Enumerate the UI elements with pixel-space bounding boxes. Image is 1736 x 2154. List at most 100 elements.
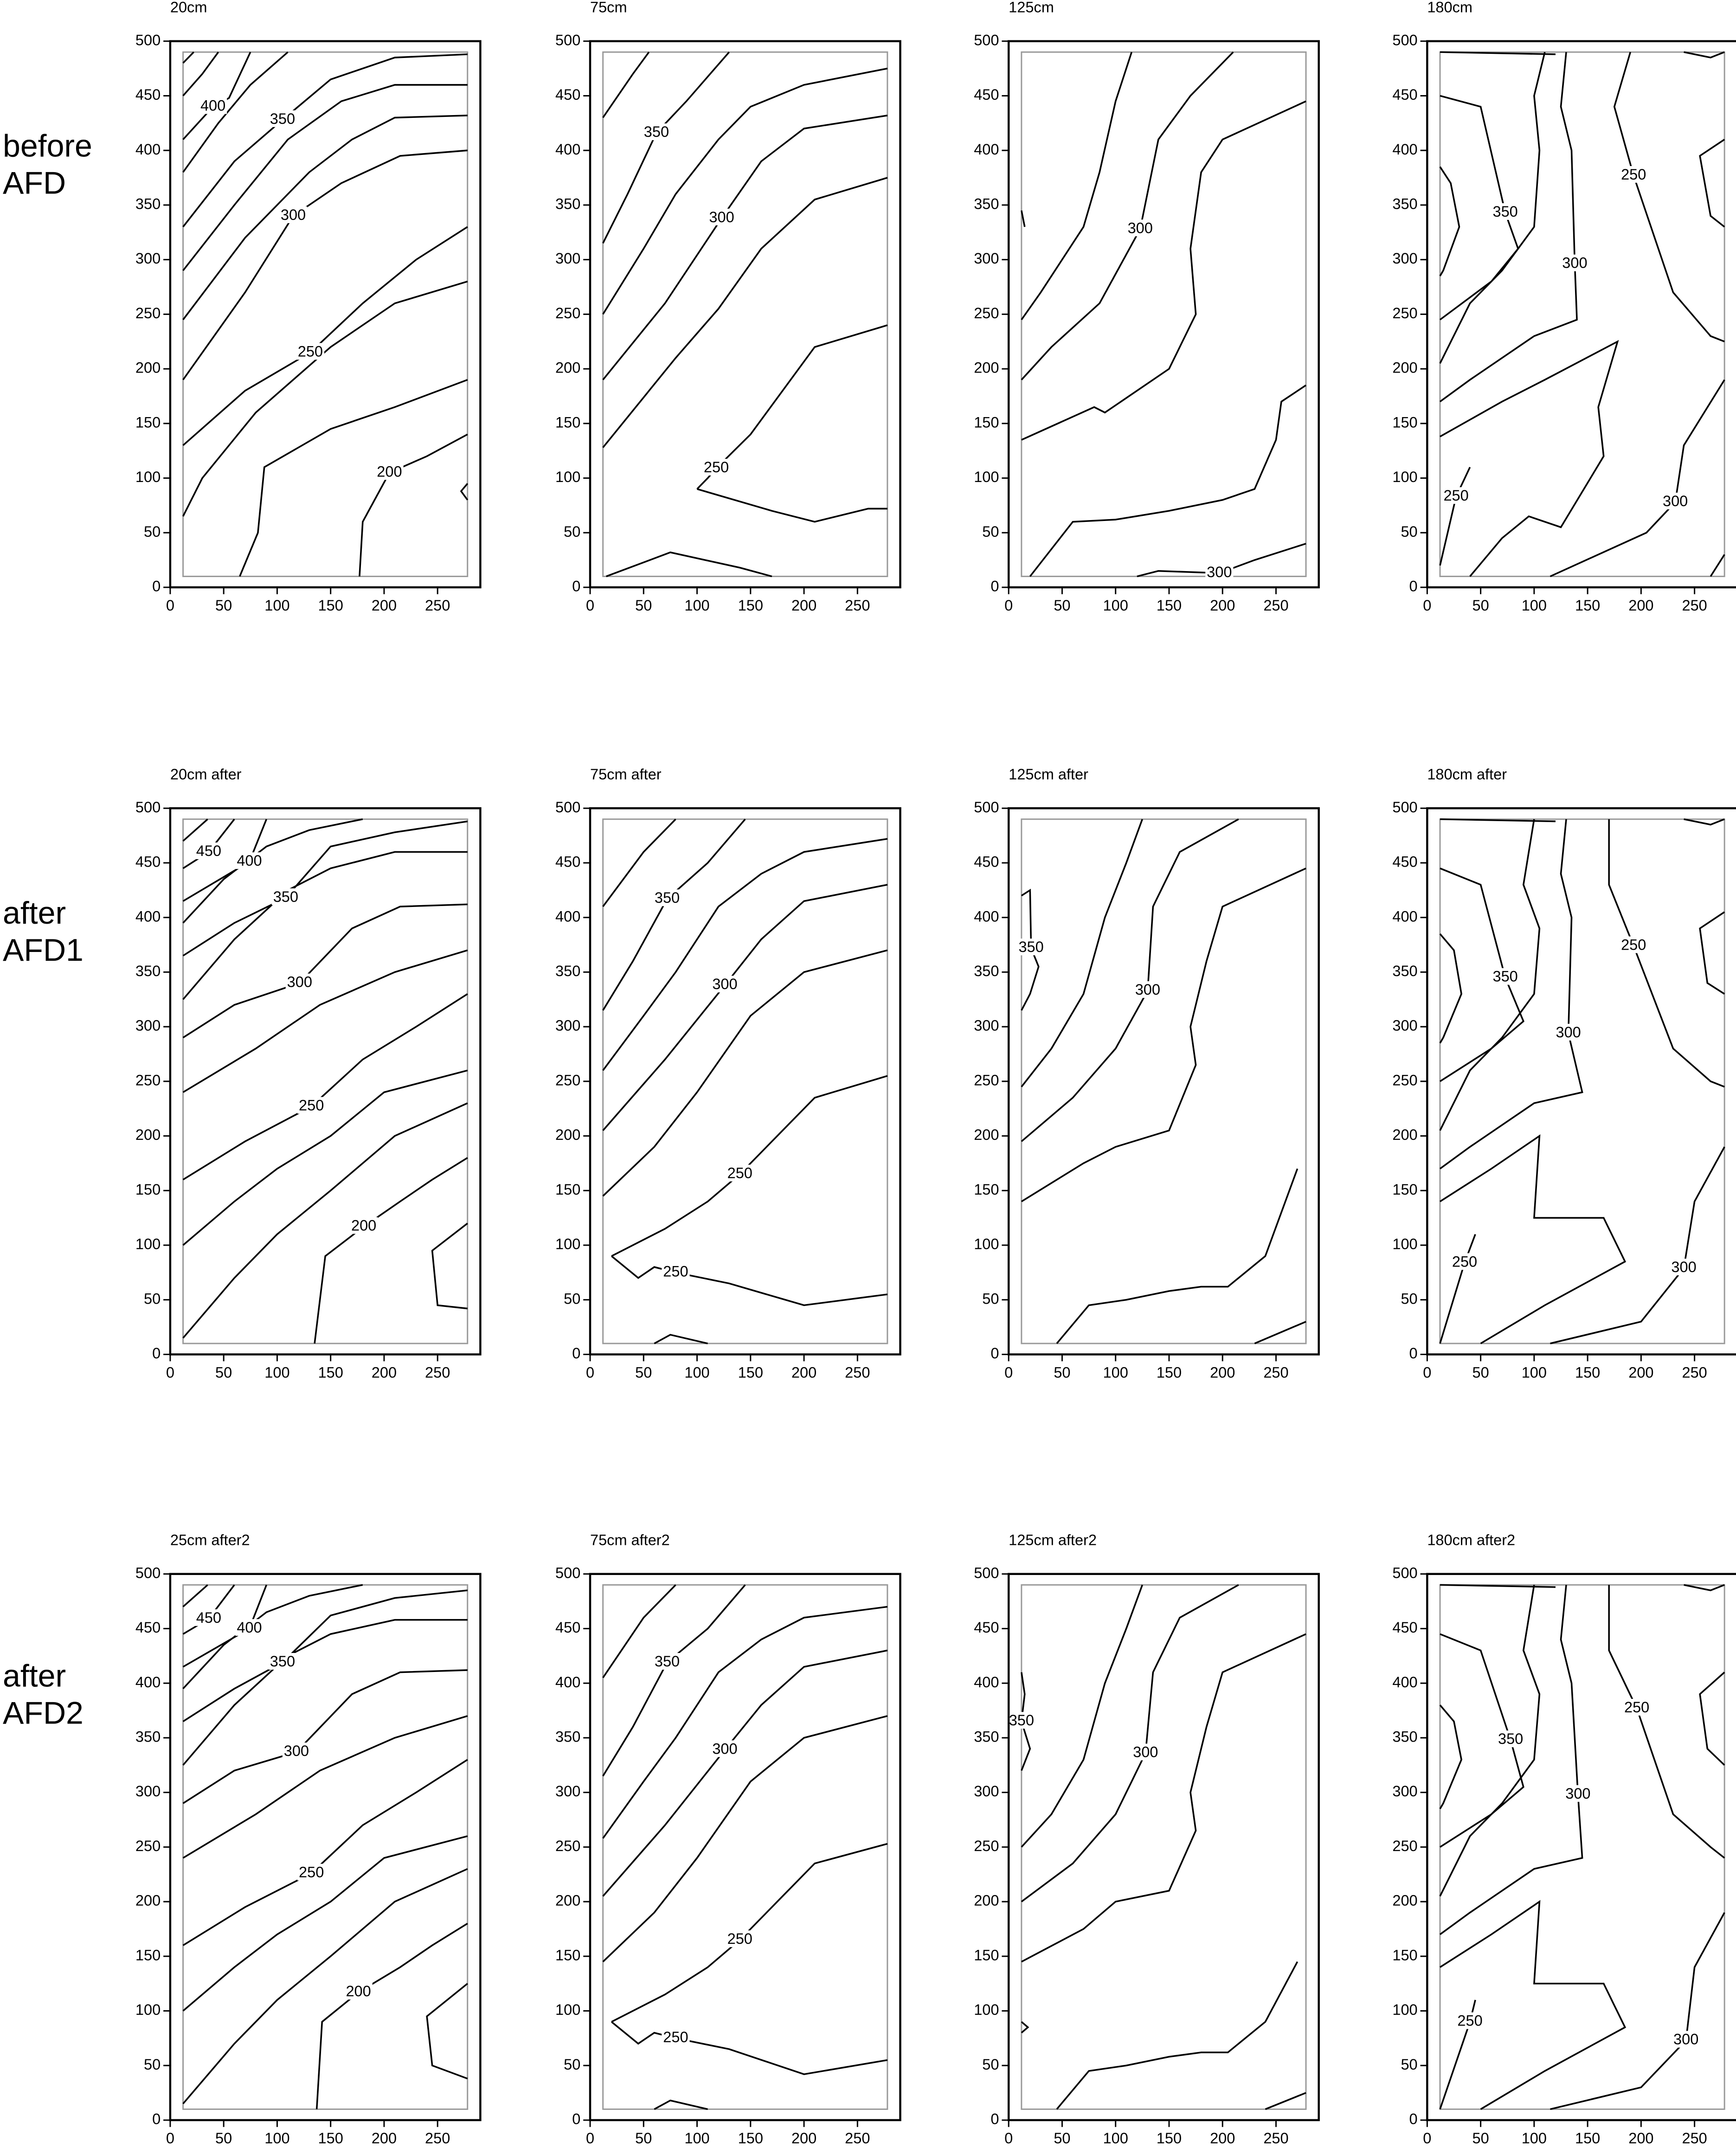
contour-line — [182, 1835, 468, 2012]
panel-title: 125cm after — [1009, 766, 1088, 783]
y-tick-label: 450 — [135, 86, 161, 103]
measurement-boundary — [182, 51, 469, 577]
contour-line — [1265, 2092, 1306, 2110]
contour-label-bg — [1564, 1785, 1592, 1802]
contour-label: 450 — [196, 842, 221, 859]
contour-line — [426, 1983, 468, 2080]
contour-line — [602, 115, 888, 380]
y-tick-label: 300 — [555, 1017, 580, 1034]
y-tick-label: 300 — [135, 1017, 161, 1034]
measurement-boundary — [1021, 1584, 1307, 2110]
x-tick-label: 0 — [166, 597, 174, 614]
contour-label-bg — [1456, 2012, 1484, 2029]
y-tick-label: 250 — [974, 305, 999, 321]
y-tick-label: 350 — [974, 196, 999, 212]
contour-line — [1440, 1900, 1627, 2110]
contour-line — [1439, 467, 1471, 566]
contour-line — [182, 1759, 468, 1946]
x-tick-label: 200 — [372, 597, 397, 614]
contour-label-bg — [1450, 1253, 1479, 1270]
x-tick-label: 100 — [264, 1364, 289, 1381]
contour-label: 250 — [727, 1165, 752, 1182]
panel-title: 180cm after — [1427, 766, 1507, 783]
y-tick-label: 450 — [1392, 86, 1417, 103]
y-tick-label: 150 — [974, 1947, 999, 1963]
y-tick-label: 500 — [974, 32, 999, 48]
x-tick-label: 150 — [1157, 1364, 1182, 1381]
y-tick-label: 150 — [135, 1181, 161, 1198]
contour-line — [1439, 51, 1546, 364]
contour-line — [1439, 95, 1519, 321]
x-tick-label: 50 — [215, 1364, 232, 1381]
y-tick-label: 50 — [144, 1290, 161, 1307]
x-tick-label: 150 — [1575, 2130, 1600, 2147]
contour-label-bg — [1561, 254, 1589, 271]
y-tick-label: 0 — [152, 578, 161, 595]
y-tick-label: 150 — [974, 1181, 999, 1198]
measurement-boundary — [1021, 51, 1307, 577]
contour-line — [1608, 819, 1725, 1088]
contour-line — [611, 1255, 888, 1306]
y-tick-label: 400 — [1392, 141, 1417, 158]
contour-line — [1021, 868, 1306, 1202]
x-tick-label: 250 — [425, 2130, 450, 2147]
contour-line — [1439, 1704, 1462, 1809]
contour-label: 350 — [273, 888, 298, 905]
contour-label: 250 — [1621, 936, 1646, 953]
x-tick-label: 200 — [1628, 597, 1653, 614]
y-tick-label: 100 — [135, 2001, 161, 2018]
contour-line — [182, 1669, 468, 1804]
y-tick-label: 400 — [1392, 908, 1417, 925]
y-tick-label: 50 — [1401, 2056, 1417, 2073]
contour-line — [431, 1222, 468, 1310]
y-tick-label: 300 — [555, 1783, 580, 1800]
panel-title: 125cm — [1009, 0, 1054, 15]
contour-line — [1021, 210, 1026, 227]
panel-title: 20cm — [170, 0, 207, 15]
contour-line — [182, 1715, 468, 1859]
plot-frame — [169, 40, 482, 589]
contour-label-bg — [1133, 981, 1162, 998]
contour-label: 300 — [1663, 493, 1688, 509]
y-tick-label: 500 — [135, 1564, 161, 1581]
row-label: after — [3, 895, 66, 931]
x-tick-label: 250 — [845, 1364, 870, 1381]
row-label: AFD — [3, 165, 66, 200]
contour-line — [182, 149, 468, 380]
contour-label: 350 — [644, 123, 669, 140]
contour-line — [1021, 1584, 1239, 1903]
contour-line — [1439, 819, 1583, 1170]
contour-line — [1021, 2021, 1029, 2033]
y-tick-label: 200 — [974, 1126, 999, 1143]
contour-line — [182, 51, 289, 173]
y-tick-label: 250 — [1392, 305, 1417, 321]
contour-line — [182, 949, 468, 1093]
contour-label-bg — [296, 343, 324, 360]
x-tick-label: 100 — [1522, 597, 1547, 614]
contour-line — [1439, 933, 1462, 1044]
contour-label-bg — [1554, 1023, 1582, 1041]
contour-line — [1021, 51, 1132, 321]
y-tick-label: 500 — [974, 799, 999, 816]
y-tick-label: 450 — [555, 1619, 580, 1636]
y-tick-label: 50 — [1401, 523, 1417, 540]
y-tick-label: 350 — [555, 196, 580, 212]
x-tick-label: 200 — [1210, 2130, 1235, 2147]
y-tick-label: 100 — [135, 1236, 161, 1253]
contour-label-bg — [199, 97, 227, 114]
x-tick-label: 0 — [1423, 597, 1431, 614]
contour-line — [182, 818, 363, 924]
panel-title: 20cm after — [170, 766, 242, 783]
x-tick-label: 200 — [1628, 1364, 1653, 1381]
y-tick-label: 100 — [974, 1236, 999, 1253]
y-tick-label: 50 — [1401, 1290, 1417, 1307]
y-tick-label: 300 — [974, 1783, 999, 1800]
y-tick-label: 50 — [564, 523, 580, 540]
x-tick-label: 250 — [425, 1364, 450, 1381]
x-tick-label: 0 — [1423, 1364, 1431, 1381]
plot-frame — [589, 1573, 901, 2122]
contour-label: 300 — [1562, 255, 1587, 271]
contour-label: 350 — [270, 1653, 295, 1670]
y-tick-label: 0 — [572, 2111, 580, 2128]
